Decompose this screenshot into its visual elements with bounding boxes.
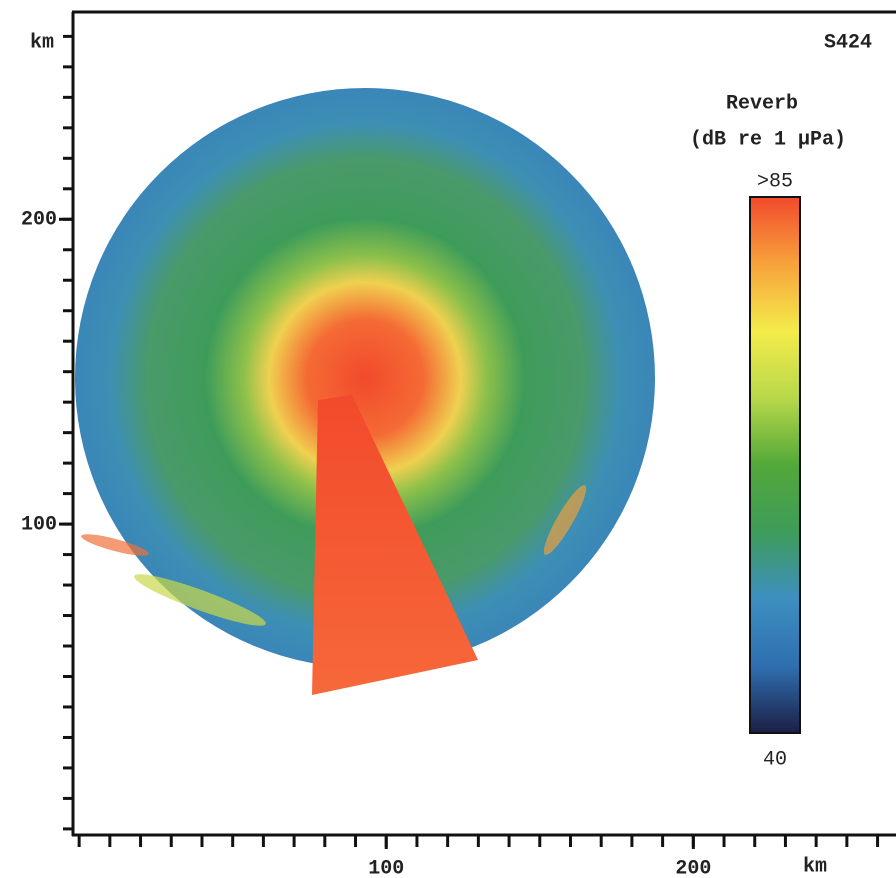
feature [134,574,266,626]
annotation: S424 [824,31,872,54]
reverb-disk [75,88,655,668]
colorbar-title: Reverb [726,92,798,115]
reverb-map [75,88,655,695]
colorbar-units: (dB re 1 µPa) [690,128,846,151]
y-axis-label: km [30,31,54,54]
colorbar-tick-label: >85 [757,170,793,193]
y-tick-label: 100 [21,513,57,536]
colorbar-tick-label: 40 [763,748,787,771]
beam [312,395,478,695]
x-axis-label: km [803,855,827,878]
x-tick-label: 200 [675,857,711,878]
x-tick-label: 100 [368,857,404,878]
feature [81,534,149,556]
y-tick-label: 200 [21,209,57,232]
feature [543,485,587,555]
colorbar [749,196,801,734]
